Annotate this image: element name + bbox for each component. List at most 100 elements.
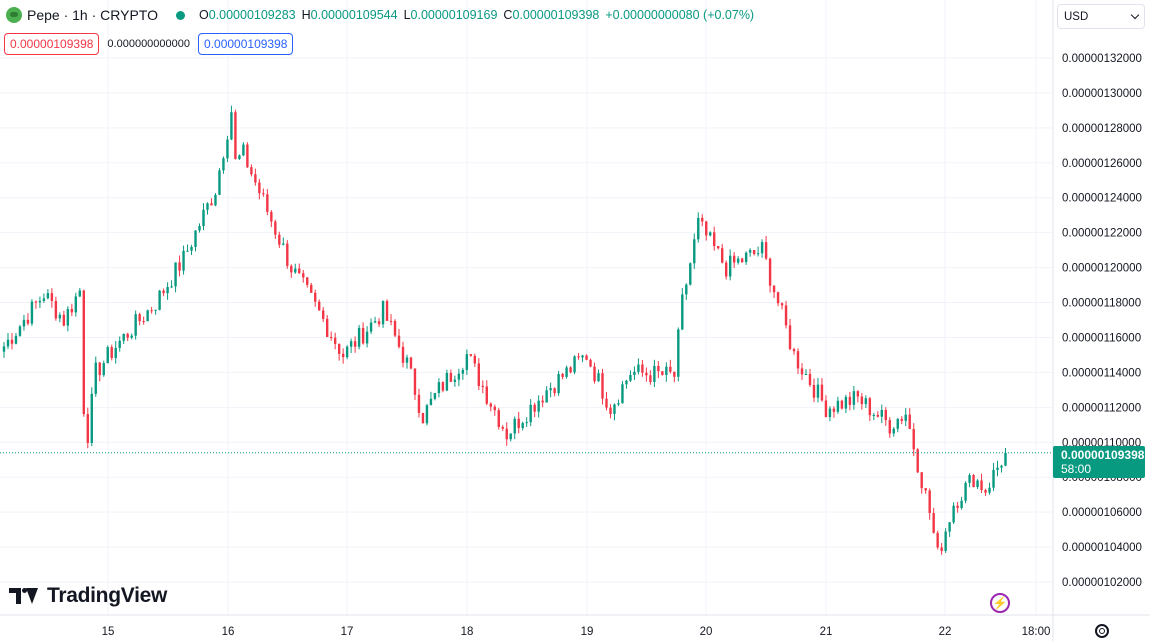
candle <box>856 390 860 403</box>
brand-name: TradingView <box>47 584 168 607</box>
candle <box>573 355 576 375</box>
tradingview-logo[interactable]: TradingView <box>9 584 167 608</box>
value-box-red[interactable]: 0.00000109398 <box>4 33 100 55</box>
candle <box>397 329 401 349</box>
candle <box>10 333 14 350</box>
time-axis[interactable]: 15 16 17 18 19 20 21 22 18:00 <box>102 626 1051 638</box>
candle <box>645 367 648 382</box>
candle <box>992 462 995 492</box>
candle <box>369 318 373 335</box>
candle <box>130 333 133 340</box>
candle <box>469 354 473 357</box>
candle <box>449 369 453 383</box>
candle <box>681 288 684 331</box>
candle <box>657 361 660 379</box>
y-tick-label: 0.00000132000 <box>1062 53 1142 65</box>
candle <box>621 380 624 404</box>
market-status-icon[interactable] <box>175 10 185 20</box>
candle <box>828 406 832 422</box>
x-tick-label: 17 <box>341 626 354 638</box>
gear-icon[interactable] <box>1095 624 1109 638</box>
candle <box>677 327 680 382</box>
candle <box>389 314 393 326</box>
candle <box>860 392 864 410</box>
candle <box>182 245 185 275</box>
candle <box>772 285 776 298</box>
candle <box>864 395 868 409</box>
candle <box>617 399 620 407</box>
candle <box>218 168 221 196</box>
y-tick-label: 0.00000120000 <box>1062 263 1142 275</box>
candle <box>230 105 233 141</box>
candle <box>653 359 656 388</box>
candle <box>812 378 816 403</box>
candle <box>54 296 58 321</box>
price-axis[interactable]: 0.00000132000 0.00000130000 0.00000128000 0… <box>1062 53 1142 589</box>
candle <box>784 300 788 329</box>
candle <box>282 237 285 246</box>
candle <box>541 395 544 408</box>
candle <box>122 333 125 345</box>
candle <box>529 399 532 427</box>
candle <box>154 309 157 315</box>
candle <box>808 368 812 387</box>
candle <box>262 188 265 197</box>
candle <box>872 412 876 421</box>
candle <box>581 354 584 363</box>
currency-select[interactable]: USD <box>1057 4 1145 29</box>
candle <box>537 395 540 418</box>
candle <box>924 487 927 494</box>
candle <box>976 479 979 489</box>
tradingview-mark-icon <box>9 586 39 606</box>
candle <box>629 370 632 383</box>
x-tick-label: 19 <box>581 626 594 638</box>
candle <box>832 406 836 418</box>
candle <box>701 214 704 227</box>
candle <box>377 318 381 327</box>
value-box-blue[interactable]: 0.00000109398 <box>198 33 294 55</box>
candle <box>58 312 62 323</box>
candle <box>250 164 253 177</box>
candle <box>649 370 652 385</box>
open-label: O <box>198 8 209 22</box>
candle <box>401 341 405 368</box>
y-tick-label: 0.00000128000 <box>1062 123 1142 135</box>
y-tick-label: 0.00000106000 <box>1062 507 1142 519</box>
candle <box>214 193 217 207</box>
high-value: 0.00000109544 <box>310 8 398 22</box>
candle <box>178 255 181 277</box>
low-value: 0.00000109169 <box>410 8 498 22</box>
candle <box>341 348 345 364</box>
candle <box>625 379 628 389</box>
candle <box>501 425 504 431</box>
y-tick-label: 0.00000130000 <box>1062 88 1142 100</box>
candle <box>732 252 736 268</box>
candle <box>110 344 113 361</box>
candle <box>569 366 572 374</box>
candle <box>848 391 852 411</box>
candle <box>724 260 728 280</box>
candle <box>302 270 305 283</box>
candle <box>485 380 488 406</box>
candle <box>381 300 385 328</box>
candle <box>306 276 309 288</box>
candle <box>900 416 903 425</box>
candle <box>928 488 931 520</box>
candle <box>6 333 10 350</box>
candle <box>605 391 608 411</box>
x-tick-label: 16 <box>222 626 235 638</box>
lightning-icon[interactable]: ⚡ <box>990 593 1010 613</box>
candle <box>150 306 153 314</box>
candle <box>960 496 963 510</box>
candle <box>453 375 457 387</box>
y-tick-label: 0.00000104000 <box>1062 542 1142 554</box>
candle <box>337 343 341 361</box>
candle <box>768 257 772 293</box>
candle <box>665 362 668 382</box>
value-plain: 0.000000000000 <box>107 38 191 50</box>
candle <box>896 417 899 433</box>
symbol-title[interactable]: Pepe · 1h · CRYPTO <box>27 7 158 23</box>
candle <box>298 263 301 274</box>
